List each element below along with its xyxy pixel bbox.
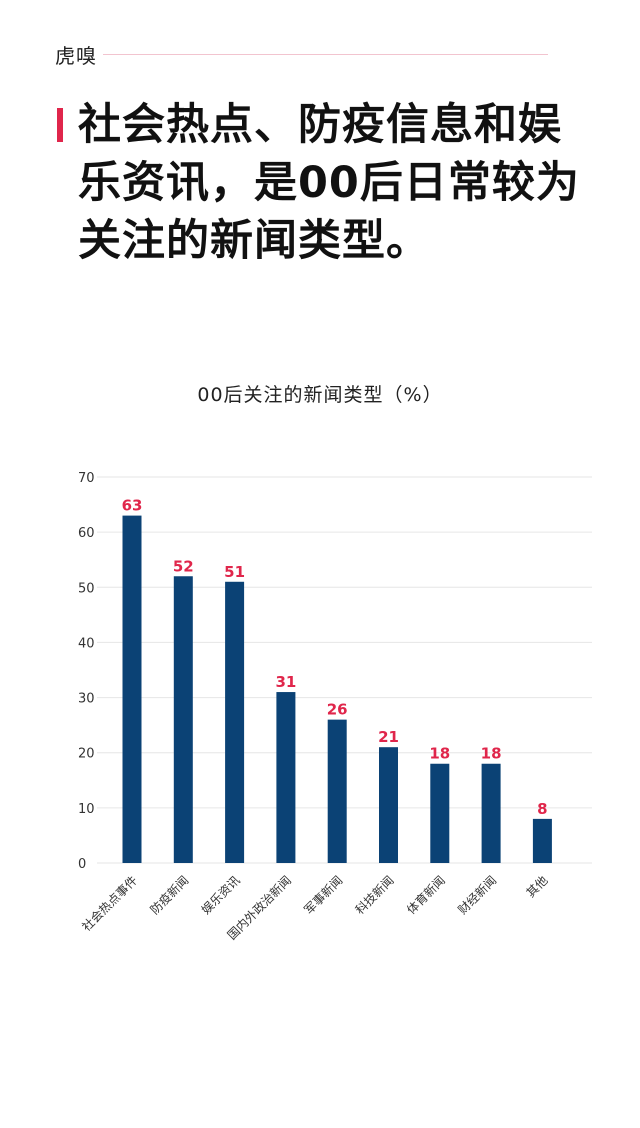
- data-label: 63: [122, 497, 143, 515]
- data-label: 21: [378, 728, 399, 746]
- x-category-label: 社会热点事件: [79, 873, 141, 935]
- data-label: 8: [537, 800, 547, 818]
- x-category-label: 娱乐资讯: [199, 873, 243, 917]
- x-category-label: 财经新闻: [455, 873, 500, 918]
- brand-logo: 虎嗅: [55, 44, 97, 68]
- x-category-label: 科技新闻: [352, 873, 397, 918]
- chart-title: 00后关注的新闻类型（%）: [197, 384, 443, 406]
- data-label: 18: [481, 745, 502, 763]
- headline: 社会热点、防疫信息和娱乐资讯，是00后日常较为关注的新闻类型。: [78, 100, 580, 266]
- data-label: 26: [327, 701, 348, 719]
- y-tick-label: 40: [78, 636, 95, 651]
- bar: [173, 576, 193, 863]
- bar: [532, 818, 552, 863]
- x-category-label: 其他: [524, 873, 551, 900]
- bar: [430, 763, 450, 863]
- y-tick-label: 60: [78, 526, 95, 541]
- data-label: 52: [173, 557, 194, 575]
- bar: [122, 515, 142, 863]
- data-label: 51: [224, 563, 245, 581]
- y-tick-label: 10: [78, 802, 95, 817]
- brand-divider: [103, 54, 548, 55]
- bar: [327, 719, 347, 863]
- bar: [276, 692, 296, 863]
- data-label: 31: [275, 673, 296, 691]
- bar: [379, 747, 398, 863]
- y-tick-label: 20: [78, 747, 95, 762]
- bar: [481, 763, 501, 863]
- headline-accent-bar: [57, 108, 63, 142]
- data-label: 18: [429, 745, 450, 763]
- x-category-label: 军事新闻: [301, 873, 346, 918]
- y-tick-label: 70: [78, 471, 95, 486]
- x-category-label: 体育新闻: [403, 873, 448, 918]
- y-tick-label: 0: [78, 857, 86, 872]
- x-category-label: 防疫新闻: [147, 873, 192, 918]
- y-tick-label: 30: [78, 692, 95, 707]
- bar: [225, 581, 245, 863]
- y-tick-label: 50: [78, 581, 95, 596]
- bar-chart: 01020304050607063社会热点事件52防疫新闻51娱乐资讯31国内外…: [78, 471, 592, 943]
